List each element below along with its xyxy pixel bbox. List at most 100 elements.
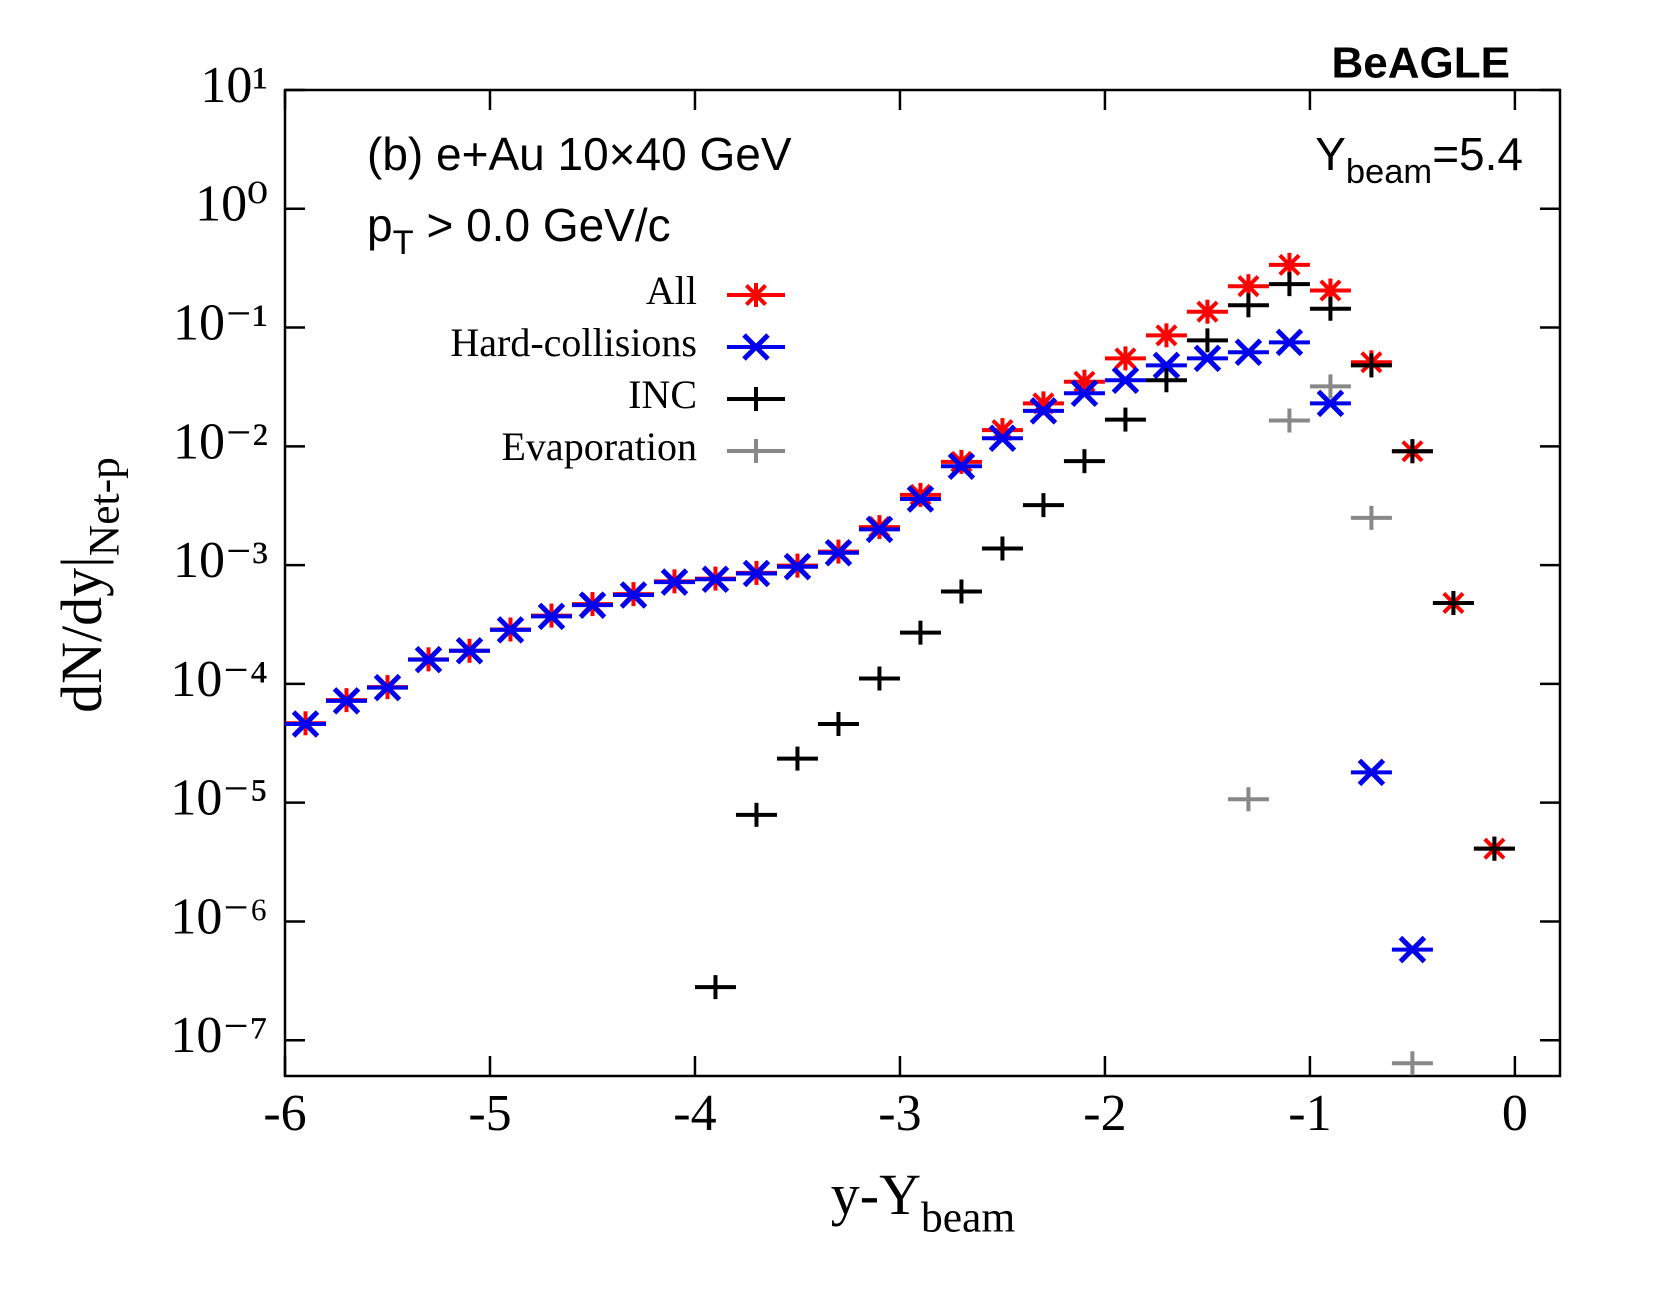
data-point — [735, 802, 777, 827]
beam-label-sub: beam — [1346, 153, 1432, 191]
data-point — [1186, 328, 1228, 353]
y-tick-label: 10⁻⁶ — [170, 888, 268, 945]
data-point — [981, 424, 1023, 453]
data-point — [1227, 293, 1269, 318]
x-tick-label: -6 — [263, 1085, 306, 1142]
data-point — [1350, 758, 1392, 787]
legend-marker — [727, 283, 785, 307]
x-tick-label: -3 — [878, 1085, 921, 1142]
x-axis-label-sub: beam — [921, 1193, 1015, 1241]
marker-stroke — [455, 637, 484, 665]
data-point — [489, 616, 531, 644]
data-point — [1022, 493, 1064, 518]
marker-stroke — [496, 616, 525, 644]
legend-marker — [727, 439, 785, 463]
marker-stroke — [1070, 379, 1099, 407]
data-point — [1145, 368, 1187, 393]
data-point — [1063, 449, 1105, 474]
marker-stroke — [742, 559, 771, 588]
data-point — [1268, 252, 1310, 277]
marker-stroke — [578, 591, 607, 619]
data-point — [1227, 274, 1269, 299]
data-point — [1268, 408, 1310, 433]
y-tick-label: 10⁻⁴ — [170, 651, 268, 708]
y-tick-label: 10⁻³ — [173, 532, 268, 589]
marker-stroke — [1114, 347, 1137, 370]
data-point — [1145, 323, 1187, 348]
legend-label: All — [646, 268, 697, 313]
data-point — [981, 536, 1023, 561]
marker-stroke — [865, 515, 894, 544]
data-point — [776, 552, 818, 581]
data-point — [1309, 278, 1351, 303]
marker-stroke — [1357, 758, 1386, 787]
data-point — [858, 515, 900, 544]
legend-label: Evaporation — [502, 424, 698, 469]
data-point — [285, 710, 326, 738]
data-point — [1350, 353, 1392, 378]
x-axis-label: y-Ybeam — [831, 1162, 1016, 1241]
data-point — [1186, 299, 1228, 324]
marker-stroke — [1237, 275, 1260, 298]
marker-stroke — [1234, 338, 1263, 366]
y-axis-label-sub: Net-p — [80, 457, 128, 556]
y-tick-label: 10¹ — [200, 57, 268, 114]
x-tick-label: -4 — [673, 1085, 716, 1142]
cut-label: pT > 0.0 GeV/c — [367, 199, 671, 262]
marker-stroke — [1319, 279, 1342, 302]
data-point — [448, 637, 490, 665]
data-point — [1104, 366, 1146, 395]
data-point — [940, 449, 982, 474]
data-point — [1186, 344, 1228, 373]
x-tick-label: -2 — [1083, 1085, 1126, 1142]
data-point — [1391, 1051, 1433, 1076]
data-point — [1391, 439, 1433, 464]
marker-stroke — [701, 565, 730, 594]
plot-frame — [283, 88, 1562, 1078]
marker-stroke — [988, 424, 1017, 453]
marker-stroke — [1275, 328, 1304, 357]
data-point — [1104, 407, 1146, 432]
data-point — [817, 539, 859, 567]
data-point — [899, 620, 941, 645]
y-tick-label: 10⁻⁷ — [170, 1007, 268, 1064]
data-point — [1268, 328, 1310, 357]
legend-label: Hard-collisions — [450, 320, 697, 365]
marker-stroke — [906, 485, 935, 513]
data-point — [1227, 787, 1269, 812]
data-point — [940, 579, 982, 604]
data-point — [530, 602, 572, 631]
marker-stroke — [950, 450, 973, 473]
marker-stroke — [1111, 366, 1140, 395]
legend-marker — [727, 333, 785, 361]
beam-label: Ybeam=5.4 — [1315, 128, 1523, 191]
marker-stroke — [909, 483, 932, 506]
cut-label-sub: T — [393, 224, 414, 262]
cut-label-main: p — [367, 199, 393, 251]
data-point — [776, 746, 818, 771]
marker-stroke — [783, 552, 812, 581]
y-tick-label: 10⁻⁵ — [170, 770, 268, 827]
marker-stroke — [619, 581, 648, 609]
data-point — [817, 711, 859, 736]
y-tick-label: 10⁻² — [173, 413, 268, 470]
y-tick-label: 10⁰ — [195, 176, 268, 233]
marker-stroke — [1278, 253, 1301, 276]
data-point — [1309, 389, 1351, 418]
data-point — [940, 452, 982, 481]
beam-label-rest: =5.4 — [1432, 128, 1523, 180]
marker-stroke — [414, 645, 443, 674]
data-point — [1309, 374, 1351, 399]
x-tick-label: 0 — [1502, 1085, 1528, 1142]
marker-stroke — [1152, 351, 1181, 380]
marker-stroke — [1029, 397, 1058, 425]
data-point — [899, 485, 941, 513]
legend-label: INC — [628, 372, 697, 417]
legend-marker — [727, 387, 785, 411]
data-point — [1391, 935, 1433, 964]
beam-label-main: Y — [1315, 128, 1346, 180]
marker-stroke — [1155, 324, 1178, 347]
marker-stroke — [1193, 344, 1222, 373]
data-point — [612, 581, 654, 609]
